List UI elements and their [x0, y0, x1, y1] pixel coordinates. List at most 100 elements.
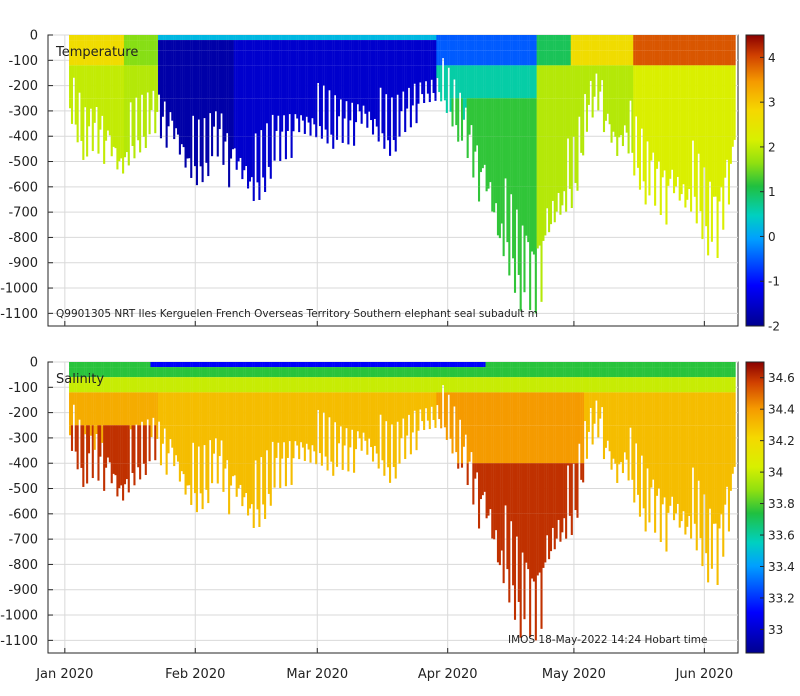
profile-cell [601, 392, 604, 408]
profile-cell [510, 40, 513, 51]
profile-cell [203, 50, 206, 66]
profile-cell [574, 362, 577, 368]
profile-cell [546, 65, 549, 99]
profile-cell [197, 425, 200, 447]
profile-cell [710, 425, 713, 464]
profile-cell [693, 65, 696, 99]
profile-cell [470, 367, 473, 378]
profile-cell [271, 35, 274, 41]
profile-cell [400, 362, 403, 368]
profile-cell [468, 392, 471, 426]
profile-cell [576, 362, 579, 368]
profile-cell [199, 367, 202, 378]
profile-cell [419, 50, 422, 66]
profile-cell [324, 98, 327, 130]
profile-cell [682, 98, 685, 137]
profile-cell [84, 425, 87, 435]
profile-cell [188, 65, 191, 99]
profile-cell [93, 367, 96, 378]
profile-cell [368, 35, 371, 41]
profile-cell [360, 362, 363, 368]
profile-cell [549, 367, 553, 378]
profile-cell [171, 425, 174, 448]
profile-cell [142, 65, 145, 99]
profile-cell [659, 136, 662, 187]
profile-cell [305, 377, 308, 393]
profile-cell [472, 136, 475, 178]
profile-cell [415, 40, 418, 51]
profile-cell [483, 50, 486, 66]
profile-cell [335, 463, 339, 467]
profile-cell [434, 50, 437, 66]
profile-cell [712, 186, 715, 197]
profile-cell [324, 35, 327, 41]
profile-cell [449, 425, 452, 439]
profile-cell [510, 425, 513, 464]
profile-cell [281, 377, 284, 393]
profile-cell [508, 589, 511, 603]
profile-cell [186, 362, 189, 368]
profile-cell [364, 377, 367, 393]
profile-cell [364, 425, 367, 441]
profile-cell [582, 425, 585, 464]
profile-cell [356, 50, 359, 66]
profile-cell [459, 35, 462, 41]
profile-cell [672, 65, 676, 99]
profile-cell [610, 136, 613, 143]
profile-cell [599, 40, 602, 51]
profile-cell [508, 362, 511, 368]
profile-cell [481, 50, 484, 66]
profile-cell [426, 377, 429, 393]
profile-cell [186, 40, 189, 51]
profile-cell [453, 367, 456, 378]
profile-cell [718, 513, 721, 529]
profile-cell [173, 98, 176, 137]
profile-cell [197, 98, 200, 120]
profile-cell [407, 40, 411, 51]
profile-cell [106, 367, 109, 378]
profile-cell [226, 377, 229, 393]
profile-cell [84, 35, 87, 41]
profile-cell [544, 425, 547, 464]
profile-cell [131, 136, 134, 146]
profile-cell [237, 367, 240, 378]
profile-cell [158, 40, 161, 51]
profile-cell [729, 392, 732, 426]
profile-cell [279, 35, 282, 41]
profile-cell [364, 50, 367, 66]
profile-cell [137, 35, 140, 41]
profile-cell [726, 98, 729, 137]
profile-cell [453, 392, 456, 407]
profile-cell [315, 425, 318, 464]
profile-cell [498, 35, 501, 41]
profile-cell [205, 362, 208, 368]
profile-cell [580, 40, 583, 51]
profile-cell [371, 65, 375, 99]
profile-cell [708, 50, 712, 66]
colorbar-tick-label: 0 [768, 230, 776, 244]
profile-cell [305, 392, 308, 426]
profile-cell [93, 40, 96, 51]
profile-cell [462, 40, 465, 51]
profile-cell [201, 377, 204, 393]
profile-cell [642, 392, 645, 426]
profile-cell [665, 377, 668, 393]
profile-cell [693, 98, 696, 137]
profile-cell [387, 40, 390, 51]
profile-cell [438, 367, 441, 378]
profile-cell [398, 98, 401, 137]
profile-cell [727, 50, 730, 66]
profile-cell [621, 98, 624, 137]
profile-cell [74, 367, 77, 378]
profile-cell [101, 362, 104, 368]
profile-cell [538, 186, 541, 246]
profile-cell [122, 463, 125, 501]
profile-cell [125, 463, 128, 480]
profile-cell [173, 40, 176, 51]
profile-cell [163, 425, 166, 429]
profile-cell [99, 425, 102, 457]
profile-cell [322, 35, 325, 41]
profile-cell [205, 392, 208, 426]
profile-cell [370, 367, 373, 378]
profile-cell [260, 40, 263, 51]
